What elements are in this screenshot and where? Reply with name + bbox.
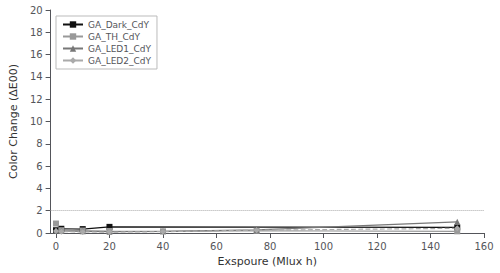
svg-text:14: 14	[30, 71, 43, 82]
svg-text:2: 2	[36, 205, 42, 216]
svg-text:160: 160	[474, 241, 493, 252]
svg-text:6: 6	[36, 161, 42, 172]
svg-text:20: 20	[103, 241, 116, 252]
svg-text:80: 80	[264, 241, 277, 252]
svg-text:4: 4	[36, 183, 42, 194]
svg-text:100: 100	[314, 241, 333, 252]
svg-text:8: 8	[36, 138, 42, 149]
svg-text:140: 140	[421, 241, 440, 252]
svg-text:Color Change (ΔE00): Color Change (ΔE00)	[7, 64, 20, 179]
svg-text:GA_TH_CdY: GA_TH_CdY	[88, 32, 140, 42]
svg-text:GA_LED1_CdY: GA_LED1_CdY	[88, 44, 151, 54]
svg-text:18: 18	[30, 27, 43, 38]
svg-text:40: 40	[157, 241, 170, 252]
svg-text:12: 12	[30, 94, 43, 105]
svg-text:GA_Dark_CdY: GA_Dark_CdY	[88, 20, 149, 30]
svg-text:60: 60	[210, 241, 223, 252]
svg-text:GA_LED2_CdY: GA_LED2_CdY	[88, 56, 151, 66]
svg-text:16: 16	[30, 49, 43, 60]
svg-text:Exspoure (Mlux h): Exspoure (Mlux h)	[218, 255, 318, 268]
svg-text:120: 120	[367, 241, 386, 252]
svg-text:0: 0	[36, 228, 42, 239]
svg-text:0: 0	[53, 241, 59, 252]
svg-text:20: 20	[30, 5, 43, 16]
svg-text:10: 10	[30, 116, 43, 127]
